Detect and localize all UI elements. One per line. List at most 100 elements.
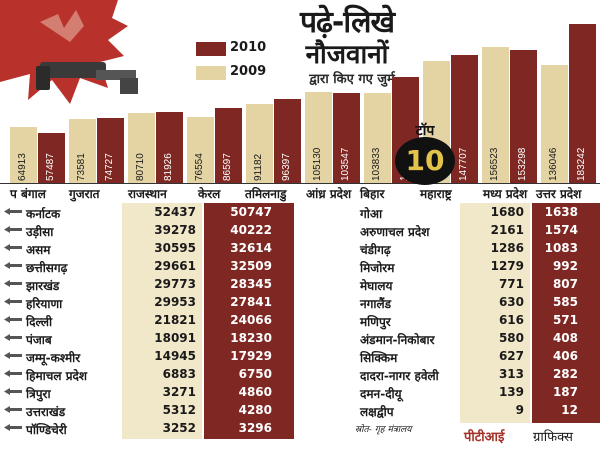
- table-row: हरियाणा 29953 27841: [0, 293, 300, 311]
- value-2010: 12: [561, 403, 578, 417]
- table-row: गोआ 1680 1638: [300, 203, 600, 221]
- bar-2010-4: [215, 108, 242, 183]
- data-label-2010-8: 147707: [458, 147, 469, 181]
- category-label-7: बिहार: [360, 187, 385, 201]
- data-label-2010-4: 86597: [222, 153, 233, 181]
- table-row: लक्षद्वीप 9 12: [300, 401, 600, 419]
- state-name: नगालैंड: [360, 297, 392, 311]
- data-label-2010-5: 96397: [281, 153, 292, 181]
- value-2009: 39278: [154, 223, 196, 237]
- table-row: अरुणाचल प्रदेश 2161 1574: [300, 221, 600, 239]
- value-2009: 29953: [154, 295, 196, 309]
- column-2010-left: [204, 203, 294, 439]
- value-2009: 771: [498, 277, 524, 291]
- bar-2009-1: [10, 127, 37, 183]
- value-2010: 4280: [238, 403, 272, 417]
- value-2009: 627: [498, 349, 524, 363]
- value-2010: 408: [552, 331, 578, 345]
- value-2010: 1638: [544, 205, 578, 219]
- state-name: मिजोरम: [360, 261, 395, 275]
- value-2009: 29773: [154, 277, 196, 291]
- value-2009: 630: [498, 295, 524, 309]
- table-row: उड़ीसा 39278 40222: [0, 221, 300, 239]
- state-name: छत्तीसगढ़: [26, 261, 68, 275]
- value-2009: 2161: [490, 223, 524, 237]
- table-row: दमन-दीयू 139 187: [300, 383, 600, 401]
- value-2009: 580: [498, 331, 524, 345]
- table-row: त्रिपुरा 3271 4860: [0, 383, 300, 401]
- data-label-2009-5: 91182: [253, 153, 264, 181]
- state-name: त्रिपुरा: [26, 387, 51, 401]
- value-2009: 21821: [154, 313, 196, 327]
- value-2010: 3296: [238, 421, 272, 435]
- value-2010: 1574: [544, 223, 578, 237]
- category-label-2: गुजरात: [69, 187, 100, 201]
- state-name: पॉण्डिचेरी: [26, 423, 67, 437]
- value-2010: 27841: [230, 295, 272, 309]
- value-2009: 30595: [154, 241, 196, 255]
- arrow-icon: [4, 262, 22, 269]
- state-name: सिक्किम: [360, 351, 398, 365]
- state-name: उत्तराखंड: [26, 405, 66, 419]
- state-name: दिल्ली: [26, 315, 53, 329]
- bar-2010-5: [274, 99, 301, 183]
- table-row: दादरा-नागर हवेली 313 282: [300, 365, 600, 383]
- data-label-2009-3: 80710: [135, 153, 146, 181]
- value-2010: 18230: [230, 331, 272, 345]
- value-2010: 1083: [544, 241, 578, 255]
- value-2010: 32614: [230, 241, 272, 255]
- value-2010: 17929: [230, 349, 272, 363]
- bar-2009-7: [364, 93, 391, 183]
- legend-item-2009: 2009: [196, 64, 266, 82]
- top10-badge: [395, 137, 455, 185]
- state-name: दादरा-नागर हवेली: [360, 369, 439, 383]
- category-label-3: राजस्थान: [128, 187, 167, 201]
- bar-2010-8: [451, 55, 478, 183]
- value-2010: 24066: [230, 313, 272, 327]
- bar-2009-5: [246, 104, 273, 183]
- table-row: मिजोरम 1279 992: [300, 257, 600, 275]
- table-row: नगालैंड 630 585: [300, 293, 600, 311]
- category-label-8: महाराष्ट्र: [420, 187, 452, 201]
- value-2009: 616: [498, 313, 524, 327]
- legend-swatch-2010: [196, 42, 226, 56]
- bar-2009-6: [305, 92, 332, 183]
- value-2010: 282: [552, 367, 578, 381]
- data-label-2009-6: 105130: [312, 147, 323, 181]
- states-table: कर्नाटक 52437 50747 उड़ीसा 39278 40222 असम 3059…: [0, 203, 600, 450]
- data-label-2010-6: 103547: [340, 147, 351, 181]
- arrow-icon: [4, 424, 22, 431]
- source-note: स्रोत- गृह मंत्रालय: [355, 425, 412, 435]
- state-name: जम्मू-कश्मीर: [26, 351, 81, 365]
- table-row: मणिपुर 616 571: [300, 311, 600, 329]
- table-row: उत्तराखंड 5312 4280: [0, 401, 300, 419]
- value-2009: 139: [498, 385, 524, 399]
- table-row: सिक्किम 627 406: [300, 347, 600, 365]
- value-2010: 4860: [238, 385, 272, 399]
- value-2009: 6883: [162, 367, 196, 381]
- chart-title-line2: नौजवानों: [305, 40, 389, 70]
- arrow-icon: [4, 406, 22, 413]
- data-label-2010-2: 74727: [104, 153, 115, 181]
- value-2009: 29661: [154, 259, 196, 273]
- value-2010: 585: [552, 295, 578, 309]
- bar-2009-3: [128, 113, 155, 183]
- value-2009: 5312: [162, 403, 196, 417]
- value-2010: 6750: [238, 367, 272, 381]
- chart-subtitle: द्वारा किए गए जुर्म: [309, 72, 395, 87]
- category-label-1: प बंगाल: [10, 187, 46, 201]
- value-2009: 313: [498, 367, 524, 381]
- state-name: अरुणाचल प्रदेश: [360, 225, 430, 239]
- state-name: कर्नाटक: [26, 207, 61, 221]
- arrow-icon: [4, 244, 22, 251]
- value-2010: 40222: [230, 223, 272, 237]
- legend-label-2010: 2010: [230, 40, 267, 55]
- value-2009: 1286: [490, 241, 524, 255]
- data-label-2010-1: 57487: [45, 153, 56, 181]
- bar-chart: 64913 57487 73581 74727 80710 81926 76554 86597…: [0, 0, 600, 190]
- arrow-icon: [4, 298, 22, 305]
- credit-box: [464, 427, 594, 445]
- table-row: अंडमान-निकोबार 580 408: [300, 329, 600, 347]
- value-2009: 14945: [154, 349, 196, 363]
- value-2009: 18091: [154, 331, 196, 345]
